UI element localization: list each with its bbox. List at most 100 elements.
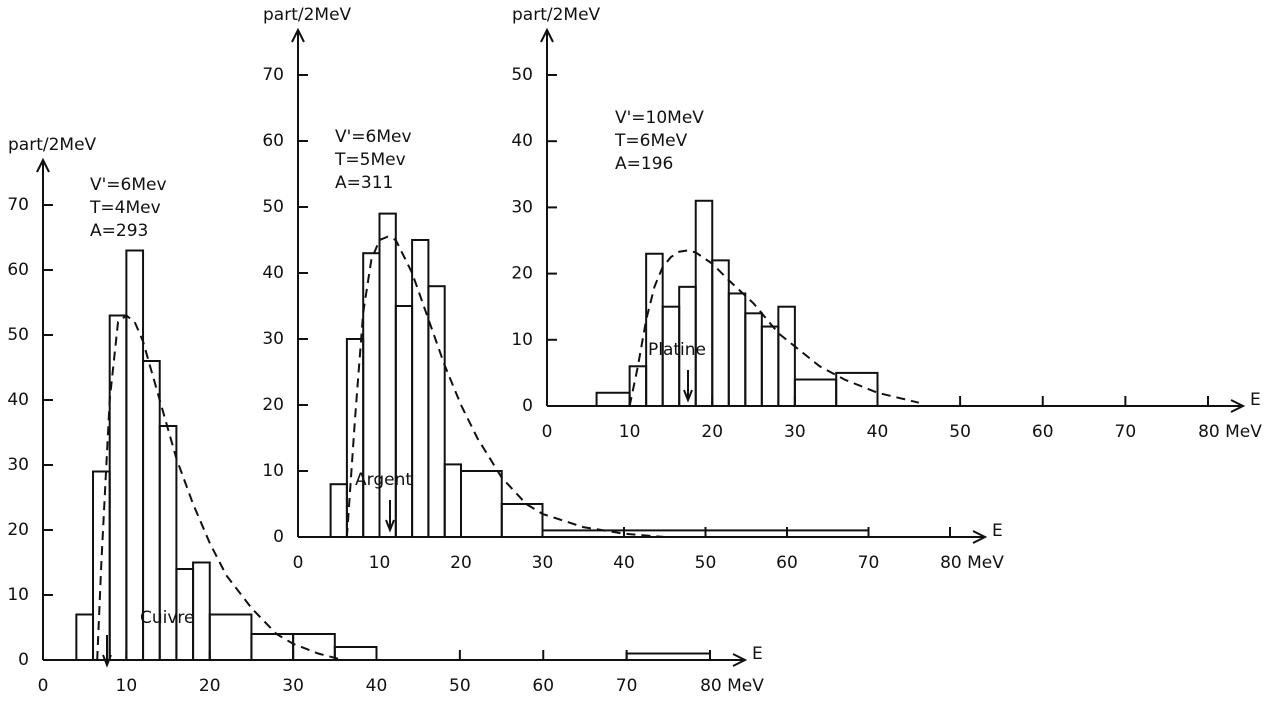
y-tick-label: 50 — [511, 65, 533, 85]
y-tick-label: 40 — [262, 263, 284, 283]
x-tick-label: 20 — [450, 553, 472, 573]
x-axis-label: E — [1250, 390, 1261, 410]
x-axis-label: E — [992, 521, 1003, 541]
y-tick-label: 0 — [273, 527, 284, 547]
y-axis — [540, 27, 554, 406]
fit-curve — [628, 249, 920, 407]
histogram-bar — [760, 325, 780, 407]
annotation: T=4Mev — [89, 198, 161, 218]
histogram-bar — [625, 652, 711, 661]
y-tick-label: 60 — [262, 131, 284, 151]
histogram-bar — [777, 305, 796, 408]
y-tick-label: 10 — [7, 585, 29, 605]
annotation: V'=6Mev — [90, 175, 167, 195]
x-tick-label: 60 — [1032, 422, 1054, 442]
x-tick-label: 70 — [616, 676, 638, 696]
histogram-bar — [125, 249, 145, 661]
x-tick-label: 70 — [1115, 422, 1137, 442]
y-tick-label: 20 — [511, 264, 533, 284]
annotation: A=311 — [335, 173, 393, 193]
x-tick-label: 70 — [858, 553, 880, 573]
y-tick-label: 50 — [262, 197, 284, 217]
y-tick-label: 40 — [511, 131, 533, 151]
y-tick-label: 0 — [18, 650, 29, 670]
histogram-bar — [793, 378, 838, 407]
histogram-bar — [411, 239, 430, 538]
histogram-bar — [694, 199, 714, 407]
y-tick-label: 40 — [7, 390, 29, 410]
x-tick-label: 10 — [369, 553, 391, 573]
x-tick-label: 30 — [784, 422, 806, 442]
annotation: V'=6Mev — [335, 127, 412, 147]
histogram-bar — [427, 285, 446, 539]
x-tick-label: 40 — [613, 553, 635, 573]
y-tick-label: 0 — [522, 396, 533, 416]
histogram-bar — [208, 613, 253, 661]
histogram-bar — [333, 646, 378, 661]
histogram-bar — [727, 292, 747, 407]
y-axis — [36, 157, 50, 660]
fit-curve — [345, 235, 665, 538]
annotation: T=5Mev — [334, 150, 406, 170]
histogram-bar — [394, 305, 414, 538]
histogram-bar — [595, 391, 631, 408]
y-axis-label: part/2MeV — [8, 135, 97, 155]
y-tick-label: 10 — [262, 461, 284, 481]
histogram-bar — [292, 633, 336, 661]
annotation: V'=10MeV — [615, 108, 704, 128]
x-tick-label: 80 MeV — [940, 553, 1004, 573]
y-tick-label: 20 — [7, 520, 29, 540]
histogram-bar — [108, 314, 128, 661]
x-tick-label: 60 — [776, 553, 798, 573]
label-arrow — [385, 500, 395, 533]
annotation: A=293 — [90, 221, 148, 241]
element-label: Argent — [355, 470, 412, 490]
histogram-bar — [835, 371, 879, 407]
x-tick-label: 80 MeV — [700, 676, 764, 696]
y-axis — [291, 27, 305, 537]
histogram-bar — [711, 259, 730, 407]
y-axis-label: part/2MeV — [512, 5, 601, 25]
x-tick-label: 0 — [293, 553, 304, 573]
y-tick-label: 30 — [262, 329, 284, 349]
y-tick-label: 10 — [511, 330, 533, 350]
element-label: Platine — [648, 340, 706, 360]
x-tick-label: 50 — [949, 422, 971, 442]
x-tick-label: 40 — [867, 422, 889, 442]
annotation: A=196 — [615, 154, 673, 174]
histogram-bar — [443, 463, 463, 538]
x-tick-label: 60 — [532, 676, 554, 696]
x-tick-label: 10 — [116, 676, 138, 696]
histogram-bar — [744, 312, 763, 408]
x-tick-label: 80 MeV — [1198, 422, 1262, 442]
x-tick-label: 40 — [366, 676, 388, 696]
y-tick-label: 50 — [7, 325, 29, 345]
x-tick-label: 20 — [199, 676, 221, 696]
label-arrow — [683, 370, 693, 403]
x-tick-label: 0 — [542, 422, 553, 442]
histogram-bar — [623, 529, 870, 539]
element-label: Cuivre — [140, 608, 195, 628]
y-tick-label: 30 — [7, 455, 29, 475]
histogram-bar — [645, 252, 664, 407]
x-tick-label: 20 — [701, 422, 723, 442]
histogram-bar — [345, 338, 365, 538]
histogram-bar — [75, 613, 95, 661]
y-axis-label: part/2MeV — [263, 5, 352, 25]
histogram-bar — [250, 633, 295, 661]
y-tick-label: 70 — [262, 65, 284, 85]
y-tick-label: 60 — [7, 260, 29, 280]
label-arrow — [102, 635, 112, 668]
histogram-bar — [192, 561, 211, 661]
x-tick-label: 30 — [282, 676, 304, 696]
x-axis-label: E — [752, 644, 763, 664]
histogram-bar — [500, 503, 544, 538]
x-tick-label: 10 — [619, 422, 641, 442]
y-tick-label: 30 — [511, 197, 533, 217]
x-tick-label: 50 — [695, 553, 717, 573]
x-tick-label: 30 — [532, 553, 554, 573]
histogram-bar — [628, 365, 648, 407]
x-tick-label: 0 — [38, 676, 49, 696]
